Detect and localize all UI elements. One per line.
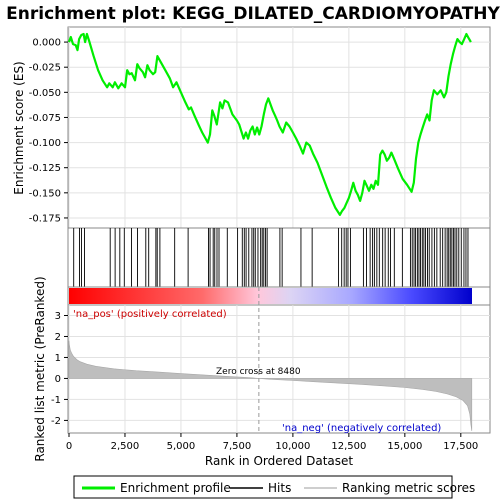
x-tick-label: 17,500 [443, 441, 478, 452]
es-y-tick-label: 0.000 [32, 38, 61, 49]
hits-panel-frame [67, 227, 491, 288]
chart-title: Enrichment plot: KEGG_DILATED_CARDIOMYOP… [6, 4, 500, 24]
metric-y-axis-ticks: 3 2 1 0 -1 -2 [51, 311, 68, 427]
x-axis-title: Rank in Ordered Dataset [205, 454, 353, 468]
es-y-tick-label: -0.100 [29, 138, 61, 149]
es-panel: 0.000 -0.025 -0.050 -0.075 -0.100 -0.125 -0.15… [29, 26, 491, 229]
es-y-tick-label: -0.050 [29, 88, 61, 99]
enrichment-profile-line [67, 32, 472, 216]
legend-metric-label: Ranking metric scores [342, 481, 475, 495]
hits-panel [67, 227, 491, 288]
metric-y-tick-label: -2 [51, 416, 61, 427]
metric-y-tick-label: 3 [55, 311, 61, 322]
x-tick-label: 12,500 [331, 441, 366, 452]
metric-panel-frame [67, 304, 491, 434]
legend-enrichment-label: Enrichment profile [120, 481, 231, 495]
x-tick-label: 2,500 [111, 441, 140, 452]
metric-y-tick-label: 1 [55, 353, 61, 364]
zero-cross-label: Zero cross at 8480 [216, 367, 301, 377]
ranking-color-bar [67, 286, 491, 306]
legend-box [73, 475, 453, 499]
metric-panel: 3 2 1 0 -1 -2 'na_pos' (positively correlated… [51, 287, 491, 434]
ranking-metric-area [68, 340, 473, 431]
x-tick-label: 15,000 [387, 441, 422, 452]
pos-correlated-label: 'na_pos' (positively correlated) [73, 309, 227, 320]
x-tick-label: 7,500 [223, 441, 252, 452]
es-y-axis-title: Enrichment score (ES) [12, 61, 26, 194]
hit-markers [73, 228, 469, 287]
es-y-tick-label: -0.175 [29, 213, 61, 224]
es-y-tick-label: -0.125 [29, 163, 61, 174]
metric-y-tick-label: 0 [55, 374, 61, 385]
ranking-gradient [69, 288, 472, 304]
legend: Enrichment profile Hits Ranking metric s… [73, 475, 475, 499]
metric-y-axis-title: Ranked list metric (PreRanked) [33, 276, 47, 461]
es-y-axis-ticks: 0.000 -0.025 -0.050 -0.075 -0.100 -0.125 -0.15… [29, 38, 68, 224]
x-axis-ticks: 0 2,500 5,000 7,500 10,000 12,500 15,000 17,500 [66, 433, 478, 452]
x-tick-label: 5,000 [167, 441, 196, 452]
es-y-tick-label: -0.150 [29, 188, 61, 199]
es-y-tick-label: -0.025 [29, 63, 61, 74]
legend-hits-label: Hits [268, 481, 291, 495]
metric-y-tick-label: 2 [55, 332, 61, 343]
neg-correlated-label: 'na_neg' (negatively correlated) [282, 423, 441, 434]
es-y-tick-label: -0.075 [29, 113, 61, 124]
metric-y-tick-label: -1 [51, 395, 61, 406]
x-tick-label: 10,000 [275, 441, 310, 452]
x-tick-label: 0 [66, 441, 72, 452]
